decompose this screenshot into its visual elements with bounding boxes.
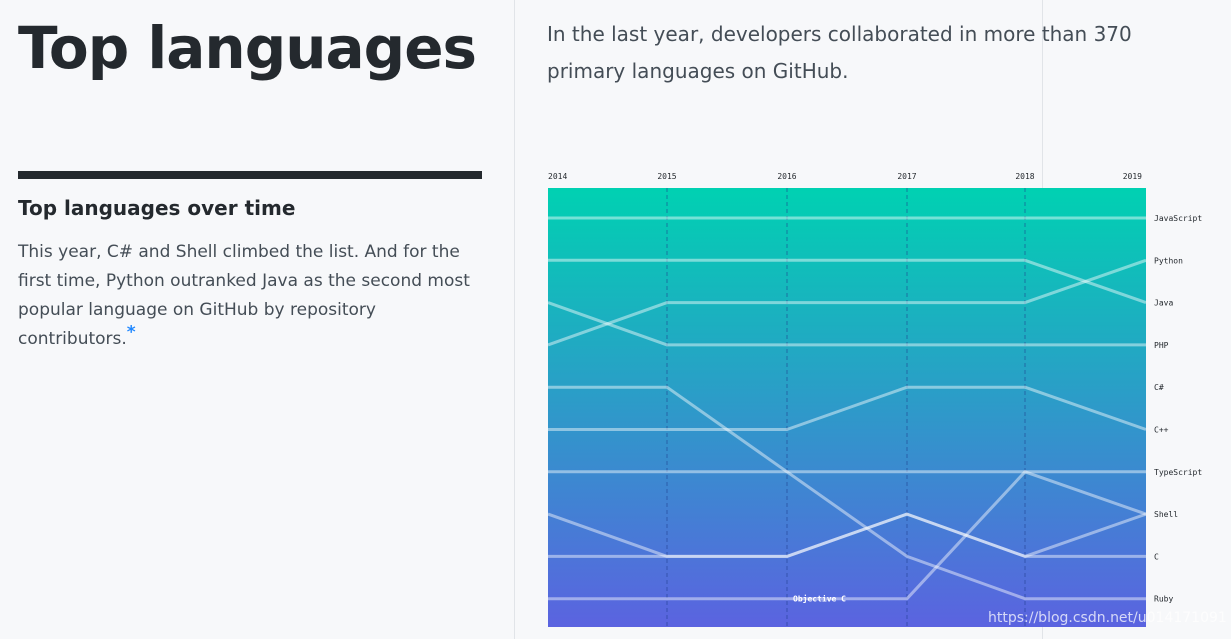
x-tick-label: 2016 [777, 172, 796, 181]
x-tick-label: 2017 [897, 172, 916, 181]
x-tick-label: 2015 [657, 172, 676, 181]
series-label: C++ [1154, 426, 1169, 435]
footnote-link[interactable]: * [126, 322, 136, 343]
left-column: Top languages Top languages over time Th… [0, 0, 514, 639]
series-label: Shell [1154, 510, 1178, 519]
series-line-c [548, 512, 1146, 558]
series-label: C [1154, 552, 1159, 561]
series-line-php [547, 301, 1146, 347]
section-body: This year, C# and Shell climbed the list… [18, 238, 488, 354]
series-line-ruby [548, 470, 1146, 601]
series-line-python [548, 258, 1147, 305]
x-tick-label: 2018 [1015, 172, 1034, 181]
series-line-java [547, 258, 1147, 347]
series-label: JavaScript [1154, 214, 1202, 223]
column-divider [514, 0, 515, 639]
chart-background [548, 188, 1146, 627]
intro-text: In the last year, developers collaborate… [547, 22, 1132, 83]
series-label: C# [1154, 383, 1164, 392]
series-line-shell [547, 512, 1147, 558]
series-label: Python [1154, 256, 1183, 265]
section-title: Top languages over time [18, 196, 296, 220]
section-body-text: This year, C# and Shell climbed the list… [18, 242, 470, 349]
series-label: TypeScript [1154, 468, 1202, 477]
watermark: https://blog.csdn.net/u014171091 [988, 610, 1227, 626]
series-label: Java [1154, 299, 1173, 308]
section-rule [18, 171, 482, 179]
series-line-c- [548, 385, 1147, 516]
series-label: Ruby [1154, 595, 1173, 604]
series-line-c- [548, 385, 1147, 431]
series-label: PHP [1154, 341, 1169, 350]
page-title: Top languages [18, 14, 477, 82]
x-tick-label: 2014 [548, 172, 567, 181]
series-line-typescript [548, 470, 1146, 601]
x-tick-label: 2019 [1123, 172, 1142, 181]
annotation-label: Objective C [793, 594, 846, 604]
